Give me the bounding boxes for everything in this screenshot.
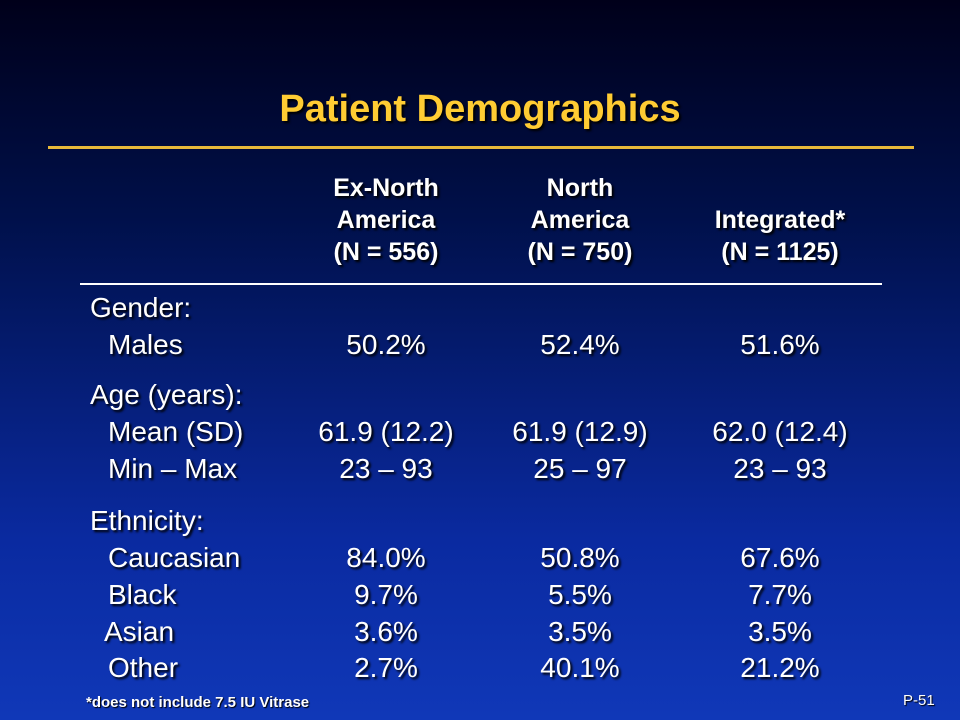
table-cell: 50.8% bbox=[540, 542, 620, 573]
column-header-line: North bbox=[546, 174, 614, 202]
header-divider bbox=[80, 283, 882, 285]
section-label-age: Age (years): bbox=[90, 379, 243, 410]
table-cell: 40.1% bbox=[540, 652, 620, 683]
column-header-line: America bbox=[336, 206, 436, 234]
row-label-mean-sd: Mean (SD) bbox=[108, 416, 244, 447]
table-cell: 61.9 (12.9) bbox=[512, 416, 648, 447]
column-header-north-america: North America (N = 750) bbox=[470, 172, 690, 268]
table-cell: 7.7% bbox=[748, 579, 812, 610]
table-cell: 3.5% bbox=[748, 616, 812, 647]
table-cell: 62.0 (12.4) bbox=[712, 416, 848, 447]
column-header-integrated: Integrated* (N = 1125) bbox=[670, 172, 890, 268]
section-label-ethnicity: Ethnicity: bbox=[90, 505, 204, 536]
table-cell: 52.4% bbox=[540, 329, 620, 360]
table-cell: 61.9 (12.2) bbox=[318, 416, 454, 447]
footnote: *does not include 7.5 IU Vitrase bbox=[86, 694, 310, 711]
row-label-black: Black bbox=[108, 579, 177, 610]
table-cell: 50.2% bbox=[346, 329, 426, 360]
table-cell: 9.7% bbox=[354, 579, 418, 610]
table-cell: 5.5% bbox=[548, 579, 612, 610]
column-header-line: (N = 1125) bbox=[721, 238, 839, 266]
table-cell: 25 – 97 bbox=[533, 453, 627, 484]
table-cell: 23 – 93 bbox=[733, 453, 827, 484]
table-cell: 3.6% bbox=[354, 616, 418, 647]
section-label-gender: Gender: bbox=[90, 292, 192, 323]
column-header-line: America bbox=[530, 206, 630, 234]
title-underline bbox=[48, 146, 914, 149]
table-cell: 3.5% bbox=[548, 616, 612, 647]
column-header-line: Ex-North bbox=[333, 174, 439, 202]
column-header-line: (N = 750) bbox=[527, 238, 633, 266]
column-header-ex-north-america: Ex-North America (N = 556) bbox=[276, 172, 496, 268]
table-cell: 21.2% bbox=[740, 652, 820, 683]
row-label-asian: Asian bbox=[104, 616, 175, 647]
column-header-line: Integrated* bbox=[714, 206, 846, 234]
row-label-min-max: Min – Max bbox=[108, 453, 238, 484]
table-cell: 23 – 93 bbox=[339, 453, 433, 484]
column-header-line bbox=[670, 172, 890, 204]
table-cell: 2.7% bbox=[354, 652, 418, 683]
table-cell: 67.6% bbox=[740, 542, 820, 573]
slide-number: P-51 bbox=[903, 692, 935, 709]
table-cell: 51.6% bbox=[740, 329, 820, 360]
slide-title: Patient Demographics bbox=[279, 88, 681, 130]
table-cell: 84.0% bbox=[346, 542, 426, 573]
column-header-line: (N = 556) bbox=[333, 238, 439, 266]
row-label-males: Males bbox=[108, 329, 183, 360]
row-label-other: Other bbox=[108, 652, 179, 683]
row-label-caucasian: Caucasian bbox=[108, 542, 241, 573]
